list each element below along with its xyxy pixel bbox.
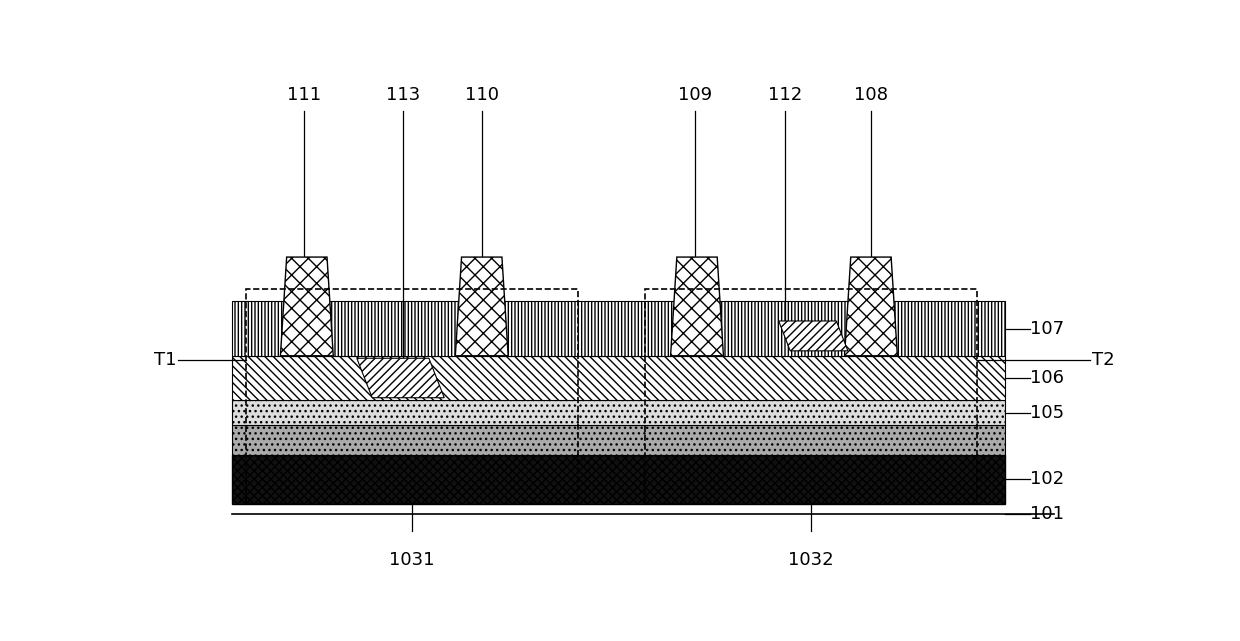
Text: 1031: 1031 <box>389 551 435 569</box>
Bar <box>232 454 1006 504</box>
Polygon shape <box>280 257 334 356</box>
Bar <box>232 301 1006 356</box>
Bar <box>232 356 1006 400</box>
Text: 109: 109 <box>678 86 712 104</box>
Text: 101: 101 <box>1030 504 1064 522</box>
Text: 105: 105 <box>1030 404 1065 422</box>
Text: 108: 108 <box>854 86 888 104</box>
Text: 112: 112 <box>769 86 802 104</box>
Text: 110: 110 <box>465 86 498 104</box>
Text: T1: T1 <box>154 351 176 369</box>
Bar <box>232 400 1006 425</box>
Text: 106: 106 <box>1030 369 1064 387</box>
Text: T2: T2 <box>1092 351 1115 369</box>
Bar <box>232 425 1006 454</box>
Text: 102: 102 <box>1030 470 1065 488</box>
Polygon shape <box>455 257 508 356</box>
Polygon shape <box>844 257 898 356</box>
Polygon shape <box>671 257 723 356</box>
Bar <box>645 289 977 504</box>
Text: 1032: 1032 <box>789 551 833 569</box>
Polygon shape <box>779 321 848 351</box>
Text: 111: 111 <box>286 86 321 104</box>
Text: 113: 113 <box>386 86 420 104</box>
Text: 107: 107 <box>1030 320 1065 338</box>
Bar <box>247 289 578 504</box>
Polygon shape <box>357 358 444 397</box>
